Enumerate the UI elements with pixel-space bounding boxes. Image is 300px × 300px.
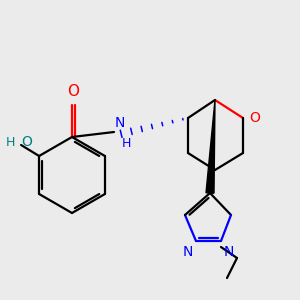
Text: N: N — [115, 116, 125, 130]
Text: O: O — [21, 135, 32, 149]
Text: H: H — [122, 137, 131, 150]
Text: O: O — [67, 84, 79, 99]
Text: O: O — [249, 111, 260, 125]
Polygon shape — [206, 100, 215, 193]
Text: N: N — [183, 245, 193, 259]
Text: H: H — [6, 136, 15, 148]
Text: N: N — [224, 245, 234, 259]
